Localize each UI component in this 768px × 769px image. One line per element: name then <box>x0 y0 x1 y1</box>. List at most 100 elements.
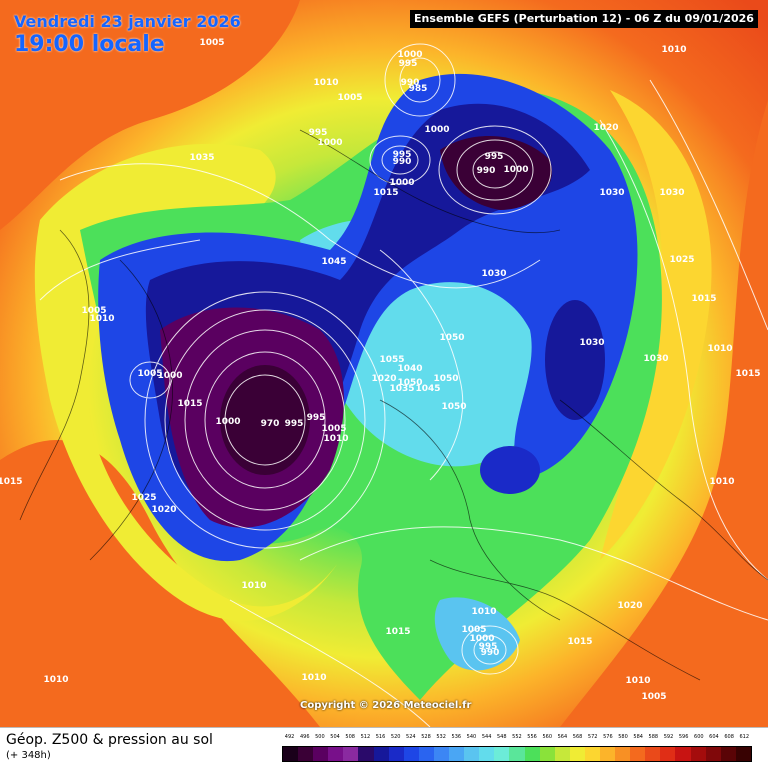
isobar-value-label: 990 <box>481 648 500 658</box>
isobar-value-label: 995 <box>309 128 328 138</box>
scale-label: 572 <box>587 734 598 740</box>
scale-label: 492 <box>284 734 295 740</box>
isobar-value-label: 1005 <box>321 424 346 434</box>
color-scale-legend: 492 496 500 504 508 512 516 520 524 528 532 536 540 5… <box>282 734 752 764</box>
isobar-value-label: 1025 <box>669 255 694 265</box>
scale-label: 524 <box>406 734 416 740</box>
scale-swatch <box>479 747 495 761</box>
scale-label: 552 <box>512 734 522 740</box>
cyan-zone-south <box>434 597 520 671</box>
isobar-value-label: 1010 <box>661 45 686 55</box>
warm-region-east <box>560 100 768 727</box>
isobar-value-label: 970 <box>261 419 280 429</box>
scale-swatch <box>403 747 419 761</box>
scale-swatch <box>388 747 404 761</box>
scale-label: 612 <box>739 734 750 740</box>
isobar-value-label: 1015 <box>385 627 410 637</box>
scale-label: 528 <box>421 734 431 740</box>
isobar-value-label: 995 <box>393 150 412 160</box>
isobar-value-label: 1000 <box>424 125 449 135</box>
isobar-value-label: 1050 <box>441 402 466 412</box>
scale-swatch <box>449 747 465 761</box>
scale-label: 592 <box>663 734 674 740</box>
isobar-value-label: 1005 <box>461 625 486 635</box>
isobar-value-label: 995 <box>479 642 498 652</box>
scale-label: 584 <box>633 734 643 740</box>
scale-swatch <box>283 747 299 761</box>
scale-label: 516 <box>375 734 386 740</box>
scale-label: 568 <box>572 734 583 740</box>
isobar-value-label: 1000 <box>215 417 240 427</box>
copyright-notice: Copyright © 2026 Meteociel.fr <box>300 700 472 711</box>
isobar-value-label: 1030 <box>643 354 668 364</box>
scale-swatch <box>660 747 676 761</box>
isobar-value-label: 1020 <box>617 601 642 611</box>
isobar-value-label: 1010 <box>323 434 348 444</box>
isobar-value-label: 995 <box>307 413 326 423</box>
warm-region-northwest <box>0 0 300 230</box>
scale-swatch <box>418 747 434 761</box>
isobar-value-label: 1010 <box>89 314 114 324</box>
scale-swatch <box>645 747 661 761</box>
isobar-value-label: 1010 <box>709 477 734 487</box>
isobar-value-label: 1025 <box>131 493 156 503</box>
scale-swatch <box>509 747 525 761</box>
scale-label: 560 <box>542 734 552 740</box>
isobar-value-label: 1010 <box>471 607 496 617</box>
isobar-value-label: 1000 <box>469 634 494 644</box>
isobar-value-label: 1010 <box>707 344 732 354</box>
scale-label: 496 <box>299 734 310 740</box>
scale-swatch <box>615 747 631 761</box>
isobar-value-label: 1000 <box>397 50 422 60</box>
map-variable-title: Géop. Z500 & pression au sol <box>6 732 213 748</box>
scale-label: 564 <box>557 734 568 740</box>
isobar-value-label: 1050 <box>433 374 458 384</box>
isobar-value-label: 1000 <box>157 371 182 381</box>
forecast-date: Vendredi 23 janvier 2026 <box>14 12 241 31</box>
scale-label: 548 <box>496 734 507 740</box>
isobar-value-label: 1010 <box>625 676 650 686</box>
scale-label: 556 <box>527 734 537 740</box>
scale-label: 520 <box>390 734 401 740</box>
scale-swatch <box>358 747 374 761</box>
isobar-value-label: 985 <box>409 84 428 94</box>
isobar-value-label: 1010 <box>241 581 266 591</box>
isobar-value-label: 990 <box>477 166 496 176</box>
isobar-value-label: 1030 <box>481 269 506 279</box>
scale-label: 500 <box>315 734 325 740</box>
model-run-label: Ensemble GEFS (Perturbation 12) - 06 Z d… <box>410 10 758 28</box>
scale-label: 536 <box>451 734 462 740</box>
scale-label: 508 <box>345 734 355 740</box>
isobar-value-label: 1045 <box>321 257 346 267</box>
isobar-value-label: 1005 <box>199 38 224 48</box>
isobar-value-label: 1005 <box>81 306 106 316</box>
scale-swatch <box>494 747 510 761</box>
isobar-value-label: 1035 <box>389 384 414 394</box>
isobar-value-label: 1045 <box>415 384 440 394</box>
scale-swatch <box>599 747 616 761</box>
isobar-value-label: 1020 <box>593 123 618 133</box>
isobar-value-label: 1010 <box>43 675 68 685</box>
scale-label: 588 <box>648 734 659 740</box>
scale-swatch <box>675 747 691 761</box>
forecast-local-time: 19:00 locale <box>14 32 165 57</box>
isobar-value-label: 1005 <box>137 369 162 379</box>
isobar-value-label: 1015 <box>567 637 592 647</box>
scale-label: 504 <box>330 734 340 740</box>
blue-cell-urals <box>545 300 605 420</box>
scale-swatch <box>298 747 314 761</box>
scale-label: 532 <box>436 734 446 740</box>
isobar-value-label: 1005 <box>337 93 362 103</box>
isobar-value-label: 1015 <box>691 294 716 304</box>
color-scale-labels: 492 496 500 504 508 512 516 520 524 528 532 536 540 5… <box>282 734 752 745</box>
scale-swatch <box>539 747 555 761</box>
scale-swatch <box>569 747 585 761</box>
scale-swatch <box>343 747 359 761</box>
scale-swatch <box>705 747 721 761</box>
color-scale-bar <box>282 746 752 762</box>
z500-pressure-map: 1005101010359951000990985101010059951000… <box>0 0 768 727</box>
isobar-value-label: 1000 <box>503 165 528 175</box>
isobar-value-label: 1000 <box>389 178 414 188</box>
scale-label: 580 <box>618 734 628 740</box>
